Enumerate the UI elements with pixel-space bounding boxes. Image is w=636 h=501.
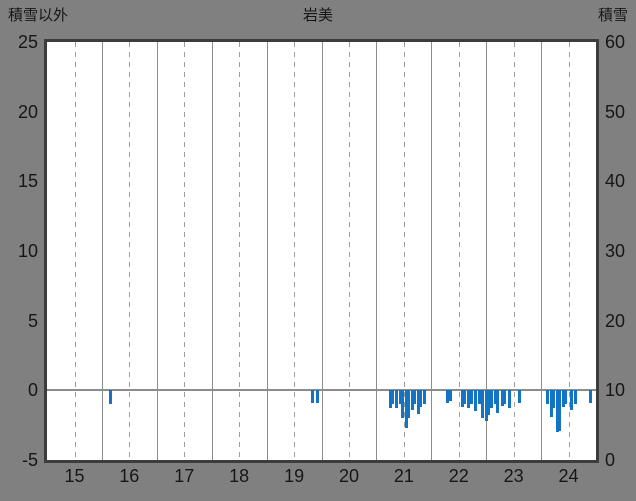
- gridline-solid: [156, 42, 158, 460]
- gridline-dashed: [403, 42, 405, 460]
- gridline-solid: [101, 42, 103, 460]
- bar: [546, 390, 550, 405]
- x-tick: 15: [64, 466, 85, 486]
- gridline-dashed: [239, 42, 241, 460]
- gridline-solid: [211, 42, 213, 460]
- bar: [463, 390, 467, 405]
- gridline-dashed: [129, 42, 131, 460]
- gridline-dashed: [184, 42, 186, 460]
- bar: [311, 390, 315, 403]
- bar: [487, 390, 491, 416]
- y-tick-left: 25: [17, 32, 38, 52]
- chart-title: 岩美: [302, 7, 333, 24]
- bar: [503, 390, 507, 405]
- y-tick-right: 20: [605, 310, 626, 331]
- bar: [552, 390, 556, 409]
- x-tick: 22: [448, 466, 469, 486]
- gridline-dashed: [349, 42, 350, 460]
- bar: [470, 390, 474, 405]
- bar: [445, 390, 449, 403]
- x-tick: 19: [284, 466, 305, 486]
- bar: [484, 390, 488, 421]
- bar: [108, 390, 112, 405]
- bar: [422, 390, 426, 405]
- y-tick-left: 20: [17, 101, 38, 122]
- gridline-dashed: [513, 42, 515, 460]
- gridline-solid: [376, 42, 378, 460]
- y-tick-right: 40: [605, 171, 626, 192]
- gridline-dashed: [74, 42, 76, 460]
- bar: [564, 390, 568, 405]
- bar: [477, 390, 481, 405]
- bar: [407, 390, 411, 419]
- y-tick-left: -5: [21, 450, 38, 470]
- gridline-solid: [431, 42, 433, 460]
- y-tick-right: 60: [605, 32, 626, 52]
- left-axis-title: 積雪以外: [8, 7, 69, 24]
- bar: [570, 390, 574, 410]
- bar: [490, 390, 494, 409]
- x-tick: 20: [338, 466, 360, 486]
- bar: [316, 390, 320, 403]
- x-tick: 24: [558, 466, 579, 486]
- bar: [388, 390, 392, 409]
- x-tick: 18: [229, 466, 250, 486]
- bar: [395, 390, 399, 409]
- y-tick-left: 0: [27, 380, 38, 401]
- bar: [398, 390, 402, 405]
- bar: [466, 390, 470, 409]
- gridline-dashed: [294, 42, 296, 460]
- bar: [558, 390, 562, 431]
- bar: [500, 390, 504, 406]
- bar: [413, 390, 417, 405]
- bar: [401, 390, 405, 419]
- bar: [391, 390, 395, 405]
- y-tick-left: 15: [17, 171, 38, 192]
- bar: [496, 390, 500, 413]
- right-axis-title: 積雪: [597, 7, 628, 24]
- y-tick-left: 5: [27, 310, 38, 331]
- bar: [419, 390, 423, 407]
- bar: [588, 390, 592, 403]
- plot-area: [47, 42, 596, 460]
- bar: [474, 390, 478, 412]
- bar: [493, 390, 497, 405]
- bar: [416, 390, 420, 414]
- y-tick-left: 10: [17, 241, 38, 261]
- gridline-solid: [486, 42, 488, 460]
- bar: [481, 390, 485, 419]
- y-tick-right: 0: [605, 450, 616, 470]
- bar: [517, 390, 521, 403]
- x-tick: 23: [503, 466, 524, 486]
- bar: [549, 390, 553, 417]
- gridline-solid: [541, 42, 543, 460]
- bar: [410, 390, 414, 410]
- bar: [460, 390, 464, 407]
- bar: [561, 390, 565, 407]
- gridline-dashed: [568, 42, 570, 460]
- gridline-dashed: [458, 42, 460, 460]
- y-tick-right: 10: [605, 380, 626, 401]
- x-tick: 16: [119, 466, 140, 486]
- bar: [508, 390, 512, 409]
- y-tick-right: 30: [605, 241, 626, 261]
- x-tick: 21: [393, 466, 414, 486]
- bar: [448, 390, 452, 402]
- gridline-solid: [321, 42, 323, 460]
- bar: [555, 390, 559, 433]
- gridline-solid: [266, 42, 268, 460]
- zero-line: [47, 389, 596, 392]
- bar: [404, 390, 408, 428]
- bar: [573, 390, 577, 405]
- y-tick-right: 50: [605, 101, 626, 122]
- x-tick: 17: [174, 466, 195, 486]
